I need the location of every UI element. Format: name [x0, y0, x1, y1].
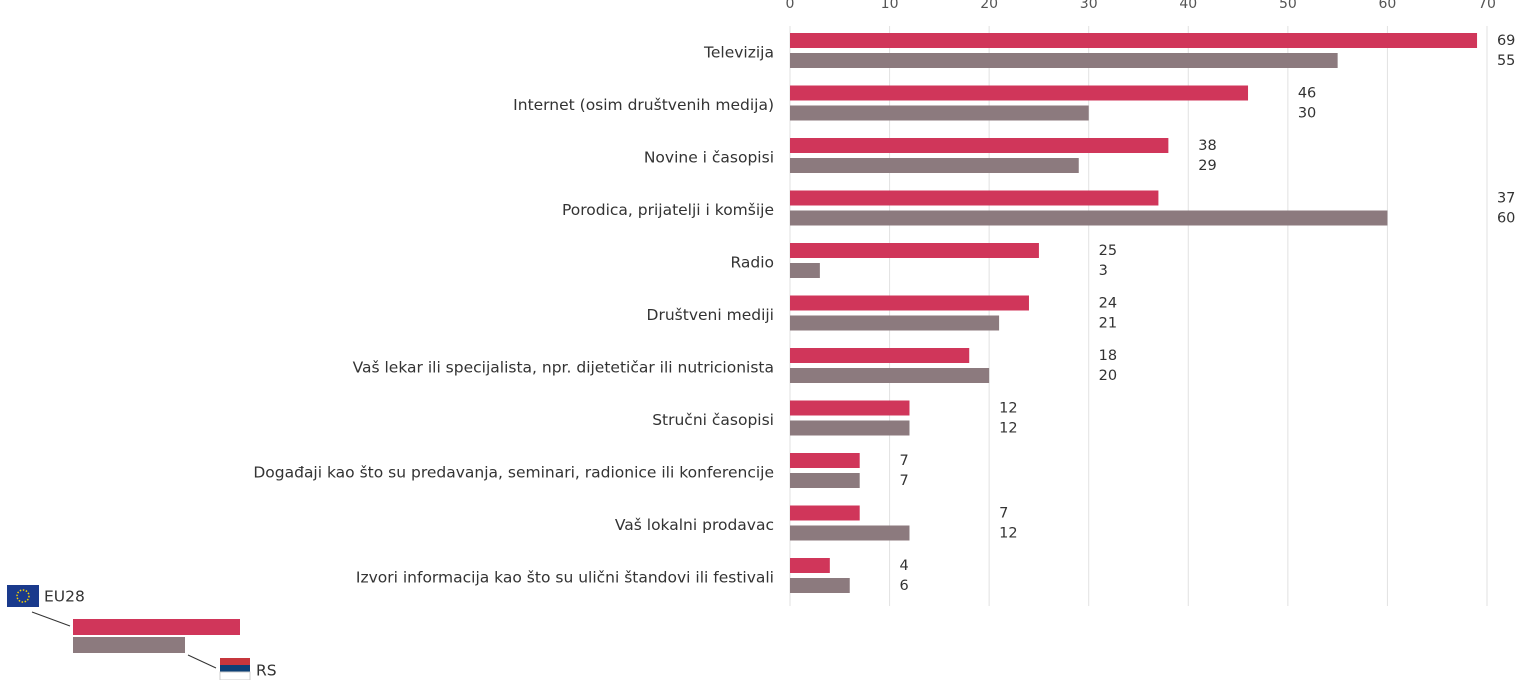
bar — [790, 190, 1159, 206]
bar — [790, 558, 830, 573]
value-label: 37 — [1497, 191, 1515, 207]
rs-flag-red — [220, 658, 250, 665]
category-label: Događaji kao što su predavanja, seminari… — [253, 464, 774, 482]
value-label: 38 — [1198, 138, 1216, 154]
bar — [790, 295, 1029, 311]
legend-swatch — [73, 619, 240, 635]
x-tick-label: 10 — [881, 0, 899, 12]
value-label: 6 — [900, 578, 909, 594]
value-label: 29 — [1198, 158, 1216, 174]
bar — [790, 348, 970, 363]
category-label: Novine i časopisi — [644, 149, 774, 167]
value-label: 18 — [1099, 348, 1117, 364]
bar — [790, 473, 860, 488]
value-label: 12 — [999, 421, 1017, 437]
legend-label: RS — [256, 662, 277, 680]
bar — [790, 263, 820, 278]
value-label: 30 — [1298, 106, 1316, 122]
bar — [790, 138, 1169, 153]
eu-flag-stars — [16, 589, 30, 603]
value-label: 4 — [900, 558, 909, 574]
eu-flag — [7, 585, 39, 607]
bar — [790, 453, 860, 468]
value-label: 69 — [1497, 33, 1515, 49]
bar — [790, 578, 850, 593]
category-label: Stručni časopisi — [652, 411, 774, 429]
value-label: 12 — [999, 526, 1017, 542]
category-label: Internet (osim društvenih medija) — [513, 96, 774, 114]
category-label: Radio — [730, 254, 774, 272]
bar — [790, 85, 1249, 101]
category-label: Porodica, prijatelji i komšije — [562, 201, 774, 219]
value-label: 21 — [1099, 316, 1117, 332]
x-tick-label: 20 — [980, 0, 998, 12]
bar — [790, 105, 1089, 121]
value-label: 24 — [1099, 296, 1117, 312]
rs-flag-white — [219, 671, 251, 680]
category-label: Televizija — [703, 44, 774, 62]
category-label: Izvori informacija kao što su ulični šta… — [356, 569, 774, 587]
x-tick-label: 40 — [1179, 0, 1197, 12]
x-tick-label: 60 — [1379, 0, 1397, 12]
x-tick-label: 50 — [1279, 0, 1297, 12]
bar — [790, 420, 910, 436]
bar — [790, 400, 910, 416]
category-label: Društveni mediji — [647, 306, 774, 324]
value-label: 7 — [900, 473, 909, 489]
category-label: Vaš lekar ili specijalista, npr. dijetet… — [353, 359, 774, 377]
bar — [790, 53, 1338, 68]
bar — [790, 315, 1000, 331]
value-label: 55 — [1497, 53, 1515, 69]
bar — [790, 505, 860, 521]
bar — [790, 525, 910, 541]
legend-leader — [187, 654, 217, 669]
value-label: 20 — [1099, 368, 1117, 384]
value-label: 3 — [1099, 263, 1108, 279]
legend-label: EU28 — [44, 588, 85, 606]
bar — [790, 33, 1478, 48]
category-label: Vaš lokalni prodavac — [615, 516, 774, 534]
bar — [790, 243, 1039, 258]
bar — [790, 210, 1388, 226]
legend — [7, 585, 251, 680]
value-label: 46 — [1298, 86, 1316, 102]
value-label: 12 — [999, 401, 1017, 417]
bar — [790, 368, 990, 383]
bar — [790, 158, 1079, 173]
x-tick-label: 30 — [1080, 0, 1098, 12]
legend-leader — [31, 611, 71, 627]
value-label: 7 — [999, 506, 1008, 522]
value-label: 7 — [900, 453, 909, 469]
rs-flag-blue — [220, 665, 250, 672]
value-label: 60 — [1497, 211, 1515, 227]
value-label: 25 — [1099, 243, 1117, 259]
x-tick-label: 70 — [1478, 0, 1496, 12]
legend-swatch — [73, 637, 185, 653]
x-tick-label: 0 — [786, 0, 795, 12]
